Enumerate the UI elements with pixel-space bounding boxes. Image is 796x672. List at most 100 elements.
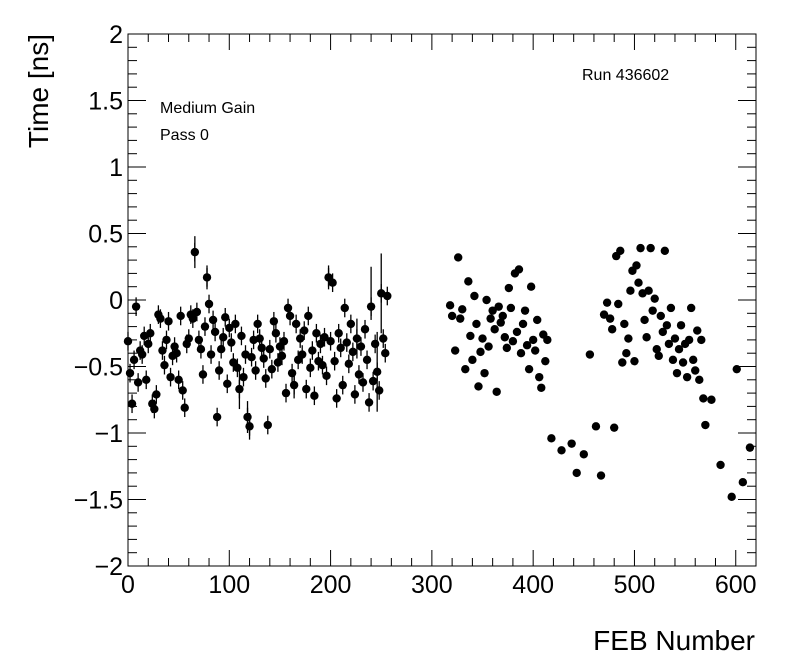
- data-point: [644, 286, 653, 295]
- data-point: [273, 358, 283, 367]
- data-point: [300, 326, 309, 335]
- data-point: [381, 349, 390, 358]
- data-point: [614, 299, 623, 309]
- data-point: [231, 319, 240, 329]
- data-point: [342, 338, 351, 347]
- data-point: [131, 302, 141, 311]
- data-point: [488, 306, 497, 315]
- data-point: [658, 327, 668, 337]
- data-point: [158, 346, 167, 355]
- data-point: [221, 313, 230, 322]
- data-point: [654, 351, 663, 361]
- data-point: [474, 382, 483, 391]
- data-point: [616, 246, 625, 255]
- data-point: [652, 345, 661, 354]
- data-point: [216, 345, 226, 354]
- data-point: [599, 310, 609, 319]
- data-point: [137, 350, 147, 359]
- data-point: [478, 334, 487, 343]
- data-point: [524, 364, 534, 374]
- data-point: [498, 311, 507, 321]
- data-point: [484, 342, 493, 351]
- data-point: [346, 319, 356, 329]
- data-point: [461, 364, 470, 374]
- y-tick-label: 1.5: [88, 88, 123, 116]
- data-point: [537, 383, 546, 392]
- x-axis-title: FEB Number: [593, 625, 755, 656]
- data-point: [125, 368, 135, 378]
- data-point: [514, 265, 524, 274]
- data-point: [210, 327, 220, 337]
- data-point: [259, 354, 268, 363]
- data-point: [482, 295, 491, 305]
- data-point: [672, 368, 682, 378]
- data-point: [142, 375, 151, 384]
- data-point: [214, 366, 224, 375]
- data-point: [458, 305, 467, 314]
- x-tick-label: 200: [310, 571, 352, 599]
- data-point: [162, 335, 171, 345]
- data-point: [490, 325, 499, 334]
- data-point: [133, 378, 143, 387]
- data-point: [127, 399, 137, 408]
- data-point: [607, 325, 617, 334]
- data-point: [676, 321, 686, 330]
- data-point: [466, 331, 475, 341]
- data-point: [650, 294, 659, 303]
- data-point: [620, 319, 629, 329]
- data-point: [233, 363, 242, 373]
- data-point: [219, 333, 228, 342]
- data-point: [518, 319, 528, 329]
- data-point: [178, 386, 187, 395]
- data-point: [306, 363, 315, 373]
- data-point: [602, 298, 612, 307]
- data-point: [332, 394, 341, 403]
- data-point: [535, 372, 544, 382]
- data-point: [370, 339, 380, 349]
- data-point: [198, 370, 208, 379]
- data-points: [123, 243, 755, 502]
- x-tick-label: 100: [208, 571, 250, 599]
- data-point: [666, 303, 676, 313]
- data-point: [366, 302, 376, 311]
- data-point: [344, 359, 354, 369]
- y-tick-label: 0.5: [88, 221, 123, 249]
- data-point: [190, 247, 200, 257]
- data-point: [646, 243, 655, 253]
- data-point: [281, 388, 291, 398]
- data-point: [456, 314, 465, 323]
- data-point: [579, 450, 589, 459]
- data-point: [670, 334, 680, 343]
- data-point: [152, 390, 161, 399]
- data-point: [701, 420, 710, 430]
- data-point: [727, 492, 736, 502]
- data-point: [682, 372, 692, 382]
- data-point: [304, 311, 313, 321]
- data-point: [255, 334, 264, 343]
- data-point: [267, 364, 277, 374]
- data-point: [358, 378, 368, 387]
- data-point: [500, 333, 509, 342]
- data-point: [632, 261, 641, 270]
- data-point: [239, 372, 248, 382]
- data-point: [668, 355, 678, 365]
- data-point: [464, 277, 473, 286]
- data-point: [184, 334, 193, 343]
- data-point: [624, 334, 633, 343]
- data-point: [630, 356, 639, 366]
- data-point: [237, 331, 246, 341]
- data-point: [316, 339, 325, 349]
- data-point: [283, 303, 293, 313]
- data-point: [212, 412, 222, 422]
- data-point: [585, 350, 595, 359]
- data-point: [206, 350, 216, 359]
- data-point: [486, 314, 495, 323]
- data-point: [450, 346, 460, 355]
- data-point: [642, 333, 651, 342]
- data-point: [447, 311, 457, 321]
- data-point: [166, 372, 175, 382]
- data-point: [445, 301, 455, 310]
- data-point: [156, 314, 165, 323]
- data-point: [508, 337, 518, 346]
- data-point: [541, 356, 550, 366]
